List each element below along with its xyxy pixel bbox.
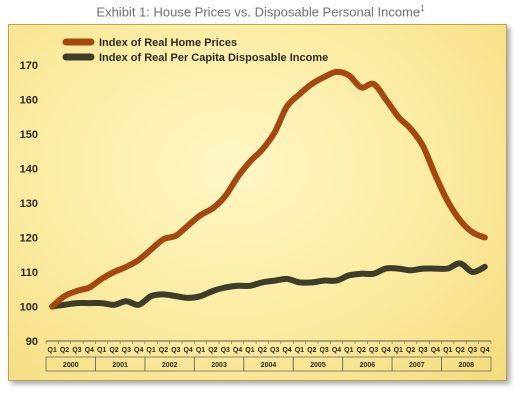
x-tick-label: Q4 bbox=[183, 347, 192, 354]
x-tick-label: Q4 bbox=[85, 347, 94, 354]
year-label: 2003 bbox=[211, 362, 227, 369]
y-tick-label: 140 bbox=[20, 164, 38, 176]
chart-title: Exhibit 1: House Prices vs. Disposable P… bbox=[96, 4, 425, 20]
year-label: 2006 bbox=[360, 362, 376, 369]
x-tick-label: Q1 bbox=[344, 347, 353, 354]
x-tick-label: Q4 bbox=[381, 347, 390, 354]
x-tick-label: Q2 bbox=[357, 347, 366, 354]
x-tick-label: Q1 bbox=[97, 347, 106, 354]
x-tick-label: Q4 bbox=[233, 347, 242, 354]
x-tick-label: Q2 bbox=[307, 347, 316, 354]
x-tick-label: Q1 bbox=[394, 347, 403, 354]
x-tick-label: Q2 bbox=[455, 347, 464, 354]
x-tick-label: Q1 bbox=[245, 347, 254, 354]
x-tick-label: Q1 bbox=[48, 347, 57, 354]
x-tick-label: Q2 bbox=[208, 347, 217, 354]
y-tick-label: 130 bbox=[20, 198, 38, 210]
year-box bbox=[441, 356, 492, 372]
y-tick-label: 170 bbox=[20, 60, 38, 72]
y-tick-label: 120 bbox=[20, 233, 38, 245]
x-tick-label: Q2 bbox=[60, 347, 69, 354]
x-tick-label: Q4 bbox=[282, 347, 291, 354]
series-lines bbox=[49, 68, 488, 310]
x-tick-label: Q3 bbox=[72, 347, 81, 354]
year-label: 2001 bbox=[112, 362, 128, 369]
x-tick-label: Q3 bbox=[221, 347, 230, 354]
x-tick-label: Q3 bbox=[270, 347, 279, 354]
x-tick-label: Q4 bbox=[431, 347, 440, 354]
x-tick-label: Q3 bbox=[122, 347, 131, 354]
x-tick-label: Q4 bbox=[134, 347, 143, 354]
y-tick-label: 110 bbox=[20, 267, 38, 279]
x-tick-label: Q2 bbox=[406, 347, 415, 354]
y-tick-label: 100 bbox=[20, 302, 38, 314]
x-tick-label: Q2 bbox=[258, 347, 267, 354]
x-tick-label: Q1 bbox=[295, 347, 304, 354]
x-tick-label: Q2 bbox=[109, 347, 118, 354]
y-tick-label: 150 bbox=[20, 129, 38, 141]
year-label: 2008 bbox=[458, 362, 474, 369]
year-label: 2005 bbox=[310, 362, 326, 369]
x-tick-label: Q1 bbox=[196, 347, 205, 354]
y-tick-label: 160 bbox=[20, 95, 38, 107]
series-line-index-of-real-home-prices bbox=[49, 68, 488, 310]
series-line-index-of-real-per-capita-disposable-income bbox=[49, 260, 488, 310]
legend: Index of Real Home Prices Index of Real P… bbox=[62, 37, 328, 64]
chart-frame: 90 100 110 120 130 140 150 160 170 Q1 Q2 Q3 Q4 Q1 Q2 Q… bbox=[8, 24, 507, 381]
y-tick-label: 90 bbox=[26, 336, 38, 348]
year-label: 2002 bbox=[162, 362, 178, 369]
x-tick-label: Q3 bbox=[418, 347, 427, 354]
x-tick-label: Q1 bbox=[443, 347, 452, 354]
x-tick-label: Q2 bbox=[159, 347, 168, 354]
x-tick-label: Q3 bbox=[468, 347, 477, 354]
x-tick-label: Q3 bbox=[171, 347, 180, 354]
x-tick-label: Q4 bbox=[332, 347, 341, 354]
year-label: 2007 bbox=[409, 362, 425, 369]
x-tick-label: Q1 bbox=[146, 347, 155, 354]
year-label: 2000 bbox=[63, 362, 79, 369]
title-footnote: 1 bbox=[420, 4, 425, 13]
year-label: 2004 bbox=[261, 362, 277, 369]
y-axis: 90 100 110 120 130 140 150 160 170 bbox=[20, 60, 38, 348]
x-tick-label: Q3 bbox=[319, 347, 328, 354]
x-tick-label: Q3 bbox=[369, 347, 378, 354]
x-axis: Q1 Q2 Q3 Q4 Q1 Q2 Q3 Q4 Q1 Q2 Q3 Q4 Q1 Q2 Q3 Q4 Q1 Q2 Q3 Q4… bbox=[45, 340, 492, 372]
legend-label: Index of Real Per Capita Disposable Inco… bbox=[99, 52, 328, 64]
x-tick-label: Q4 bbox=[480, 347, 489, 354]
legend-label: Index of Real Home Prices bbox=[99, 37, 237, 49]
